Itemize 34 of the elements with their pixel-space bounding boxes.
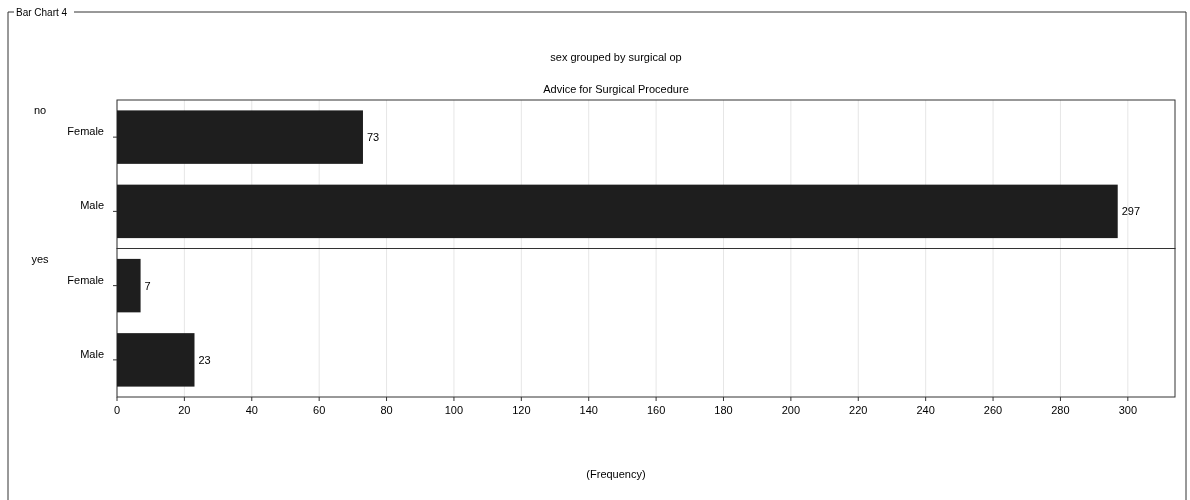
x-tick-label: 280 (1051, 404, 1070, 416)
bar (117, 110, 363, 164)
x-tick-label: 240 (916, 404, 935, 416)
bar (117, 333, 195, 387)
text: Bar Chart 4 (16, 7, 68, 18)
bar (117, 258, 141, 313)
data-label: 7 (144, 279, 151, 292)
x-tick-label: 220 (849, 404, 868, 416)
x-tick-label: 80 (380, 404, 393, 416)
text: yes (31, 252, 50, 265)
x-axis-title: (Frequency) (586, 468, 646, 480)
x-tick-label: 20 (178, 404, 191, 416)
x-tick-label: 40 (245, 404, 258, 416)
y-tick-label: Male (80, 199, 104, 212)
data-label: 23 (198, 353, 211, 366)
y-tick-label: Female (67, 273, 104, 286)
y-tick-label: Male (80, 347, 104, 360)
bar (117, 184, 1118, 239)
y-tick-label: Female (67, 125, 104, 138)
x-tick-label: 300 (1118, 404, 1138, 416)
x-tick-label: 180 (714, 404, 733, 416)
chart-title: sex grouped by surgical op (550, 51, 682, 63)
x-tick-label: 200 (781, 404, 801, 416)
x-tick-label: 0 (113, 404, 121, 416)
x-tick-label: 100 (444, 404, 464, 416)
x-tick-label: 260 (983, 404, 1003, 416)
data-label: 73 (366, 131, 380, 144)
text: no (33, 104, 47, 116)
chart-subtitle: Advice for Surgical Procedure (543, 83, 689, 95)
x-tick-label: 160 (646, 404, 666, 416)
x-tick-label: 140 (579, 404, 598, 416)
x-tick-label: 120 (512, 404, 531, 416)
x-tick-label: 60 (313, 404, 326, 416)
data-label: 297 (1121, 205, 1141, 218)
